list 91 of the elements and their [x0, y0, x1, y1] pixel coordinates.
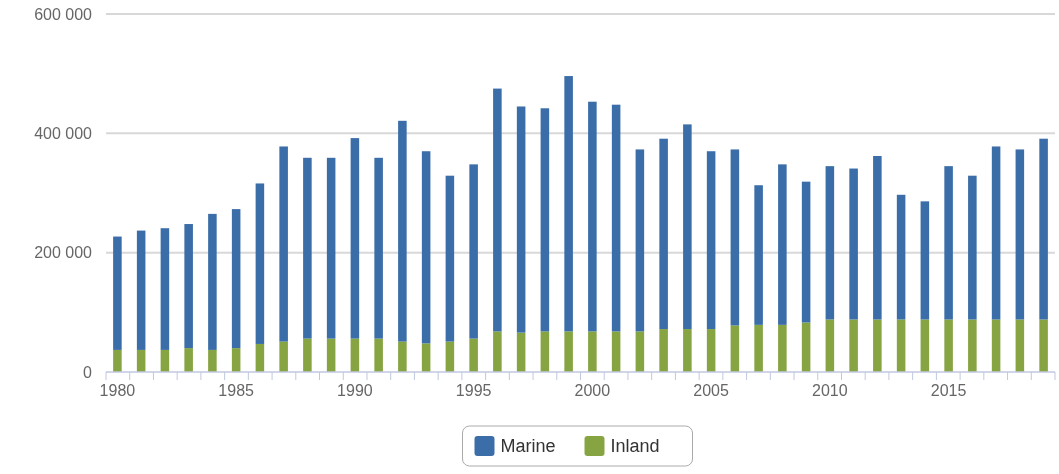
bar — [683, 124, 692, 330]
bar — [136, 230, 146, 350]
y-tick-label: 200 000 — [34, 244, 93, 262]
bar — [350, 138, 360, 339]
bar — [279, 341, 288, 372]
bar — [516, 106, 526, 333]
bar — [778, 324, 787, 372]
bar — [730, 149, 740, 326]
bar — [778, 164, 787, 325]
bar — [516, 332, 526, 372]
bar — [991, 319, 1001, 372]
bar — [445, 175, 455, 342]
bar — [635, 149, 645, 332]
legend-label: Inland — [610, 436, 660, 457]
bar — [873, 319, 882, 372]
bar — [896, 319, 906, 372]
bar — [706, 151, 716, 330]
bar — [184, 224, 193, 349]
bar — [611, 331, 621, 372]
bar — [255, 183, 265, 344]
bar — [1039, 319, 1048, 372]
bar — [374, 338, 383, 372]
x-tick-label: 2005 — [693, 382, 730, 399]
x-tick-label: 2010 — [812, 382, 848, 399]
bar — [849, 319, 858, 372]
bar — [920, 319, 930, 372]
bar — [659, 138, 668, 330]
bar — [113, 349, 122, 372]
legend-label: Marine — [500, 436, 556, 457]
y-tick-label: 600 000 — [34, 5, 93, 23]
bar — [326, 338, 336, 372]
bar — [683, 329, 692, 372]
bar — [326, 157, 336, 339]
bar — [825, 166, 835, 320]
bar — [350, 338, 360, 372]
bar — [801, 322, 811, 372]
bar — [825, 319, 835, 372]
bar — [469, 338, 478, 372]
x-tick-label: 1980 — [99, 382, 136, 399]
bar — [493, 331, 502, 372]
bar — [398, 120, 407, 342]
bar — [493, 88, 502, 332]
bar — [421, 343, 431, 372]
bar — [564, 76, 573, 332]
bar — [611, 104, 621, 332]
bar — [849, 168, 858, 320]
x-tick-label: 1985 — [218, 382, 255, 399]
bar — [255, 343, 265, 372]
y-tick-label: 400 000 — [34, 124, 93, 142]
x-tick-label: 2000 — [574, 382, 611, 399]
bar — [944, 319, 953, 372]
bar — [469, 164, 478, 339]
bar — [398, 341, 407, 372]
bar — [160, 228, 170, 350]
bar — [374, 157, 383, 339]
bar — [730, 325, 740, 372]
y-tick-label: 0 — [83, 363, 93, 381]
x-tick-label: 1990 — [337, 382, 373, 399]
bar — [754, 324, 763, 372]
bar — [303, 157, 312, 339]
bar — [113, 236, 122, 350]
bar — [208, 213, 217, 350]
bar — [873, 156, 882, 320]
bar — [968, 175, 977, 320]
bar — [706, 329, 716, 372]
bar — [231, 348, 241, 372]
bar — [754, 185, 763, 325]
bar — [944, 166, 953, 320]
bar — [801, 181, 811, 323]
bar — [635, 331, 645, 372]
bar — [1015, 319, 1025, 372]
bar — [659, 329, 668, 372]
bar — [968, 319, 977, 372]
bar — [920, 201, 930, 320]
bar — [279, 146, 288, 342]
bar — [184, 348, 193, 372]
bar — [421, 151, 431, 344]
x-tick-label: 2015 — [930, 382, 967, 399]
bar — [896, 194, 906, 320]
bar — [991, 146, 1001, 320]
bar — [1015, 149, 1025, 320]
bar — [588, 331, 597, 372]
bar — [208, 349, 217, 372]
bar — [588, 101, 597, 332]
bar — [231, 209, 241, 349]
bar — [540, 108, 550, 332]
bar — [540, 331, 550, 372]
bar — [1039, 138, 1048, 320]
x-tick-label: 1995 — [455, 382, 492, 399]
bar — [564, 331, 573, 372]
bar — [303, 338, 312, 372]
